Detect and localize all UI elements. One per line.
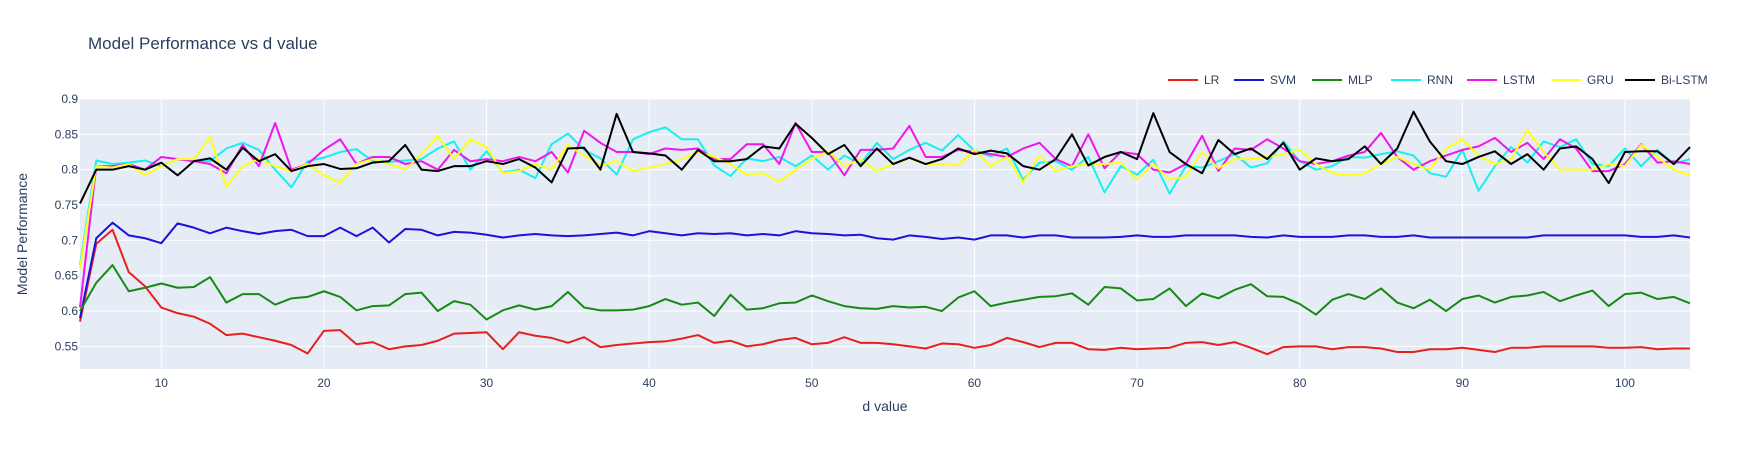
legend-label: SVM	[1270, 73, 1296, 87]
y-tick-label: 0.7	[61, 233, 78, 247]
legend-item-lstm[interactable]: LSTM	[1467, 73, 1535, 87]
y-tick-label: 0.75	[55, 198, 79, 212]
series-line-gru	[79, 129, 1691, 269]
series-line-lstm	[79, 122, 1691, 308]
y-axis-title: Model Performance	[14, 173, 30, 295]
legend: LR SVM MLP RNN LSTM GRU Bi-LSTM	[1168, 73, 1708, 87]
x-tick-label: 60	[968, 376, 982, 390]
y-tick-label: 0.6	[61, 304, 78, 318]
legend-label: MLP	[1348, 73, 1373, 87]
y-tick-label: 0.65	[55, 269, 79, 283]
grid-lines	[80, 98, 1690, 369]
x-axis-title: d value	[862, 398, 907, 414]
x-tick-label: 10	[155, 376, 169, 390]
x-tick-label: 90	[1456, 376, 1470, 390]
legend-label: LSTM	[1503, 73, 1535, 87]
series-line-bi-lstm	[79, 110, 1691, 205]
legend-item-bi-lstm[interactable]: Bi-LSTM	[1625, 73, 1708, 87]
x-tick-label: 70	[1130, 376, 1144, 390]
legend-label: RNN	[1427, 73, 1453, 87]
y-tick-labels: 0.55 0.6 0.65 0.7 0.75 0.8 0.85 0.9	[55, 92, 79, 353]
x-tick-labels: 10 20 30 40 50 60 70 80 90 100	[155, 376, 1636, 390]
legend-item-rnn[interactable]: RNN	[1391, 73, 1453, 87]
legend-label: GRU	[1587, 73, 1614, 87]
x-tick-label: 40	[643, 376, 657, 390]
x-tick-label: 100	[1615, 376, 1635, 390]
chart-title: Model Performance vs d value	[88, 34, 318, 53]
x-tick-label: 20	[317, 376, 331, 390]
x-tick-label: 50	[805, 376, 819, 390]
legend-label: Bi-LSTM	[1661, 73, 1708, 87]
legend-item-svm[interactable]: SVM	[1234, 73, 1296, 87]
legend-label: LR	[1204, 73, 1220, 87]
series-lines	[79, 110, 1691, 356]
legend-item-mlp[interactable]: MLP	[1312, 73, 1373, 87]
y-tick-label: 0.9	[61, 92, 78, 106]
series-line-svm	[79, 221, 1691, 319]
x-tick-label: 30	[480, 376, 494, 390]
y-tick-label: 0.85	[55, 127, 79, 141]
y-tick-label: 0.8	[61, 163, 78, 177]
series-line-lr	[79, 228, 1690, 356]
plot-background	[80, 99, 1690, 369]
x-tick-label: 80	[1293, 376, 1307, 390]
legend-item-gru[interactable]: GRU	[1551, 73, 1614, 87]
series-line-mlp	[79, 264, 1691, 321]
y-tick-label: 0.55	[55, 339, 79, 353]
legend-item-lr[interactable]: LR	[1168, 73, 1220, 87]
